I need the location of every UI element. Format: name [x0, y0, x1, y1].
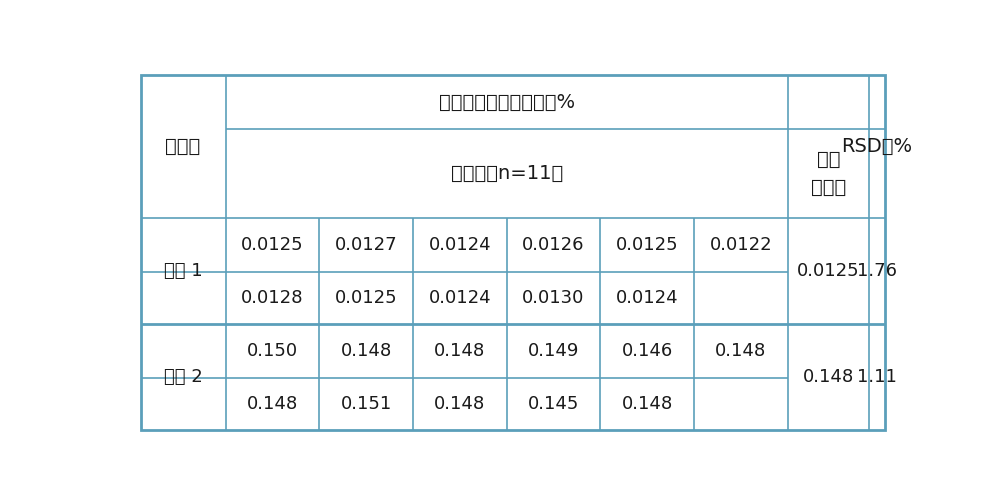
Text: 0.146: 0.146 — [622, 342, 673, 360]
Text: 0.0127: 0.0127 — [335, 236, 398, 254]
Text: 1.11: 1.11 — [857, 368, 897, 386]
Text: 统计: 统计 — [817, 150, 840, 169]
Text: 0.148: 0.148 — [247, 395, 298, 413]
Text: 0.145: 0.145 — [528, 395, 579, 413]
Text: 平均值: 平均值 — [811, 178, 846, 197]
Text: 0.150: 0.150 — [247, 342, 298, 360]
Text: 测量值（n=11）: 测量值（n=11） — [451, 164, 563, 183]
Text: 焦炭表面吸附硫含量，%: 焦炭表面吸附硫含量，% — [439, 93, 575, 112]
Text: 0.0128: 0.0128 — [241, 289, 304, 307]
Text: 0.148: 0.148 — [434, 395, 485, 413]
Text: 0.0124: 0.0124 — [616, 289, 678, 307]
Text: 试样号: 试样号 — [166, 137, 201, 156]
Text: 0.0130: 0.0130 — [522, 289, 585, 307]
Text: 0.148: 0.148 — [434, 342, 485, 360]
Text: 试样 1: 试样 1 — [164, 262, 202, 280]
Text: 0.0125: 0.0125 — [241, 236, 304, 254]
Text: 0.0125: 0.0125 — [335, 289, 398, 307]
Text: 0.0125: 0.0125 — [797, 262, 860, 280]
Text: 0.0124: 0.0124 — [429, 236, 491, 254]
Text: 0.151: 0.151 — [341, 395, 392, 413]
Text: 0.0125: 0.0125 — [616, 236, 678, 254]
Text: 0.149: 0.149 — [528, 342, 579, 360]
Text: 0.148: 0.148 — [803, 368, 854, 386]
Text: RSD，%: RSD，% — [841, 137, 912, 156]
Text: 试样 2: 试样 2 — [164, 368, 202, 386]
Text: 0.0124: 0.0124 — [429, 289, 491, 307]
Text: 0.0126: 0.0126 — [522, 236, 585, 254]
Text: 0.0122: 0.0122 — [709, 236, 772, 254]
Text: 0.148: 0.148 — [341, 342, 392, 360]
Text: 0.148: 0.148 — [715, 342, 766, 360]
Text: 1.76: 1.76 — [857, 262, 897, 280]
Text: 0.148: 0.148 — [622, 395, 673, 413]
